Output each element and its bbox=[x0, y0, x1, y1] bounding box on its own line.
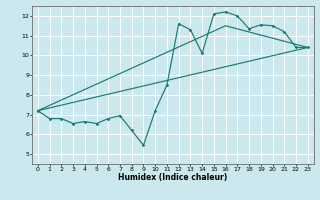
X-axis label: Humidex (Indice chaleur): Humidex (Indice chaleur) bbox=[118, 173, 228, 182]
